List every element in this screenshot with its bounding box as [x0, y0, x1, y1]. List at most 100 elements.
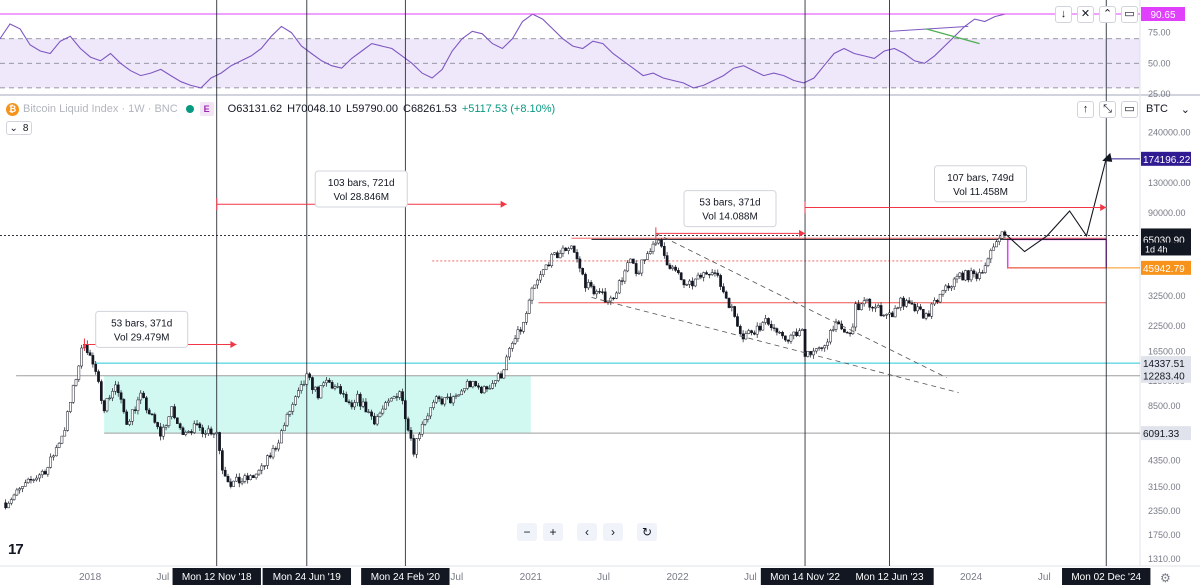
candle-body	[291, 404, 295, 412]
candle-body	[426, 415, 430, 420]
candle-body	[412, 438, 416, 455]
candle-body	[879, 305, 883, 316]
candle-body	[387, 400, 390, 403]
candle-body	[572, 245, 576, 253]
candle-body	[282, 425, 286, 431]
candle-body	[817, 347, 821, 349]
price-label-badge	[1141, 426, 1191, 441]
candle-body	[451, 396, 455, 404]
collapse-icon: ⌃	[1102, 8, 1113, 20]
gear-icon[interactable]: ⚙	[1160, 571, 1171, 585]
candle-body	[806, 351, 810, 357]
time-axis-badge	[172, 568, 261, 585]
candle-body	[187, 431, 190, 433]
candle-body	[764, 318, 767, 323]
rsi-close-button[interactable]: ✕	[1077, 6, 1094, 23]
candle-body	[738, 326, 742, 335]
candle-body	[975, 273, 979, 279]
candle-body	[181, 427, 185, 435]
candle-body	[921, 309, 925, 319]
candle-body	[685, 284, 689, 286]
candle-body	[705, 272, 708, 275]
candle-body	[375, 416, 379, 425]
candle-body	[505, 356, 509, 371]
candle-body	[783, 335, 787, 341]
candle-body	[333, 386, 337, 389]
rsi-collapse-button[interactable]: ⌃	[1099, 6, 1116, 23]
main-expand-button[interactable]: ⤡	[1099, 101, 1116, 118]
candle-body	[553, 252, 556, 255]
candle-body	[257, 469, 261, 475]
candle-body	[907, 300, 911, 304]
candle-body	[432, 401, 435, 408]
range-measure-arrow	[799, 229, 806, 237]
candle-body	[277, 442, 281, 450]
candle-body	[415, 438, 418, 455]
candle-body	[800, 329, 804, 332]
candle-body	[356, 393, 359, 403]
candle-body	[108, 397, 112, 399]
reset-chart-button[interactable]: ↻	[637, 523, 657, 541]
candle-body	[240, 481, 244, 484]
candle-body	[648, 251, 652, 254]
candle-body	[859, 303, 863, 311]
candle-body	[547, 264, 551, 266]
candle-body	[640, 259, 644, 274]
range-measure-arrow	[1100, 204, 1107, 212]
price-label-badge	[1141, 260, 1191, 275]
candle-body	[699, 274, 703, 278]
indicators-collapse-button[interactable]: ⌄ 8	[6, 121, 32, 135]
candle-body	[311, 377, 314, 391]
candle-body	[651, 243, 655, 252]
candle-body	[634, 263, 638, 274]
candle-body	[145, 397, 148, 411]
candle-body	[716, 272, 720, 276]
candle-body	[983, 265, 987, 273]
symbol-name[interactable]: Bitcoin Liquid Index · 1W · BNC	[23, 103, 178, 115]
candle-body	[966, 270, 970, 281]
price-tick-label: 8500.00	[1148, 401, 1181, 411]
candle-body	[38, 474, 41, 479]
candle-body	[392, 396, 396, 399]
zoom-out-button[interactable]: −	[517, 523, 537, 541]
time-axis-badge	[845, 568, 934, 585]
candle-body	[927, 313, 931, 317]
legend-open: O63131.62	[227, 103, 283, 115]
time-axis-label: Mon 14 Nov '22	[770, 572, 840, 583]
candle-body	[606, 300, 610, 303]
candle-body	[52, 455, 55, 458]
range-measure-box	[934, 165, 1028, 203]
scroll-left-button[interactable]: ‹	[577, 523, 597, 541]
main-move-up-button[interactable]: ↑	[1077, 101, 1094, 118]
zoom-in-button[interactable]: +	[543, 523, 563, 541]
candle-body	[339, 386, 342, 394]
main-maximize-button[interactable]: ▭	[1121, 101, 1138, 118]
currency-selector[interactable]: BTC ⌄	[1142, 101, 1194, 117]
expand-icon: ⤡	[1103, 103, 1112, 115]
price-label-text: 14337.51	[1143, 359, 1185, 370]
candle-body	[215, 432, 219, 434]
rsi-maximize-button[interactable]: ▭	[1121, 6, 1138, 23]
range-measure-label: 103 bars, 721d	[328, 178, 395, 189]
range-measure-volume: Vol 28.846M	[333, 192, 389, 203]
price-tick-label: 16500.00	[1148, 347, 1186, 357]
rsi-tick-label: 25.00	[1148, 89, 1171, 99]
candle-body	[192, 423, 196, 433]
candle-body	[223, 469, 227, 477]
candle-body	[491, 383, 494, 389]
candle-body	[724, 291, 728, 299]
candle-body	[130, 409, 134, 422]
candle-body	[592, 286, 596, 295]
price-tick-label: 32500.00	[1148, 291, 1186, 301]
candle-body	[944, 285, 948, 291]
candle-body	[803, 329, 807, 357]
candle-body	[299, 384, 303, 391]
scroll-right-button[interactable]: ›	[603, 523, 623, 541]
market-status-icon	[185, 105, 194, 113]
candle-body	[727, 297, 731, 308]
candle-body	[175, 417, 179, 424]
candle-body	[643, 259, 646, 261]
maximize-icon: ▭	[1124, 103, 1135, 115]
rsi-move-down-button[interactable]: ↓	[1055, 6, 1072, 23]
